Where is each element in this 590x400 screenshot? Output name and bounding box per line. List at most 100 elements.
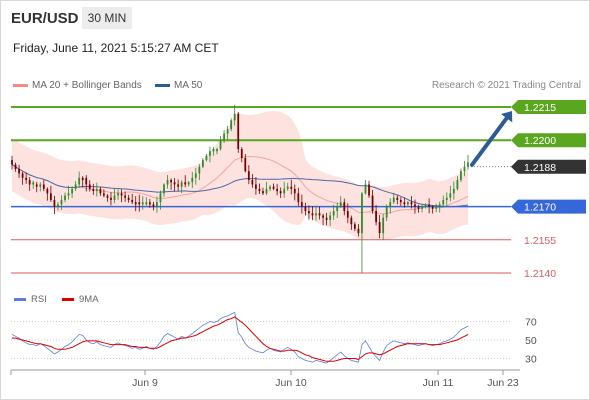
candle xyxy=(81,176,84,188)
candle-body xyxy=(57,204,59,207)
legend-ma50-label: MA 50 xyxy=(174,80,203,91)
candle xyxy=(350,215,353,230)
candle-body xyxy=(308,211,310,214)
candle xyxy=(28,177,31,191)
candle-body xyxy=(382,217,385,234)
candle xyxy=(14,162,17,172)
candle xyxy=(403,197,406,208)
candle xyxy=(431,205,434,214)
candle-body xyxy=(78,177,81,185)
candle xyxy=(99,186,102,196)
candle-body xyxy=(187,182,190,185)
bollinger-band-area xyxy=(12,111,468,241)
candle xyxy=(170,178,172,190)
candle-body xyxy=(385,206,388,218)
candle-body xyxy=(141,202,144,205)
candle xyxy=(92,183,95,195)
candle xyxy=(60,195,63,210)
candle xyxy=(382,213,385,240)
candle xyxy=(35,181,38,193)
candle-body xyxy=(216,149,218,152)
candle-body xyxy=(392,197,395,203)
candle xyxy=(187,180,190,187)
candle xyxy=(134,195,137,212)
candle xyxy=(311,206,314,221)
candle xyxy=(463,160,466,177)
candle xyxy=(173,178,176,192)
candle xyxy=(286,182,289,191)
candle-body xyxy=(49,193,52,200)
x-tick-label-jun-9: Jun 9 xyxy=(132,377,158,389)
candle-body xyxy=(205,155,208,161)
candle xyxy=(247,165,250,185)
candle xyxy=(127,194,130,203)
candle-body xyxy=(297,193,300,203)
candle xyxy=(315,205,317,221)
candle xyxy=(113,188,116,204)
rsi-tick-label-30: 30 xyxy=(525,354,537,366)
candle-body xyxy=(378,222,381,234)
candle xyxy=(332,204,335,220)
price-badge-label: 1.2200 xyxy=(524,135,556,147)
candle xyxy=(421,204,423,213)
candle-body xyxy=(251,180,254,185)
candle xyxy=(276,183,279,196)
candle-body xyxy=(184,182,187,185)
candle xyxy=(230,118,233,132)
datetime-label: Friday, June 11, 2021 5:15:27 AM CET xyxy=(13,41,219,55)
candle-body xyxy=(166,180,169,185)
candle-body xyxy=(28,180,31,185)
candle xyxy=(244,154,247,173)
candle xyxy=(290,179,293,195)
candle xyxy=(131,193,134,205)
candle-body xyxy=(265,188,268,194)
candle-body xyxy=(343,202,346,212)
candle-body xyxy=(106,195,109,198)
candle-body xyxy=(53,199,56,207)
candle-body xyxy=(240,149,243,158)
candle-body xyxy=(177,184,180,187)
candle xyxy=(88,180,91,192)
candle-body xyxy=(276,188,279,192)
candle xyxy=(467,154,469,170)
candle xyxy=(74,181,77,192)
candle-body xyxy=(35,184,38,187)
price-badge-1.2200: 1.2200 xyxy=(511,133,586,148)
candle-body xyxy=(431,206,434,209)
candle-body xyxy=(350,217,353,225)
candle-body xyxy=(315,213,317,216)
candle xyxy=(293,184,296,201)
candle-body xyxy=(290,186,293,189)
candle-body xyxy=(283,188,286,194)
legend-9ma: 9MA xyxy=(62,294,99,305)
candle xyxy=(269,185,271,192)
candle xyxy=(71,186,73,199)
candle xyxy=(39,182,42,192)
candle xyxy=(265,181,268,195)
header-bar: EUR/USD 30 MIN xyxy=(0,0,588,34)
x-tick-label-jun-23: Jun 23 xyxy=(487,377,519,389)
timeframe-button[interactable]: 30 MIN xyxy=(82,7,132,29)
candle-body xyxy=(159,193,162,203)
candle-body xyxy=(286,186,289,189)
candle xyxy=(258,183,261,194)
candle xyxy=(219,135,222,151)
candle xyxy=(346,203,349,224)
candle-body xyxy=(173,182,176,185)
candle-body xyxy=(14,164,17,169)
candle xyxy=(53,195,56,215)
candle-body xyxy=(32,182,35,185)
legend-ma20-label: MA 20 + Bollinger Bands xyxy=(32,80,142,91)
candle-body xyxy=(357,228,360,234)
candle-body xyxy=(230,120,233,130)
candle xyxy=(308,205,310,220)
candle xyxy=(156,196,158,213)
candle-body xyxy=(375,211,377,223)
candle-body xyxy=(67,193,70,196)
candle-body xyxy=(445,197,448,200)
price-level-label-1.2155: 1.2155 xyxy=(524,235,556,247)
candle xyxy=(106,194,109,202)
candle xyxy=(177,179,180,191)
candle xyxy=(78,171,81,188)
